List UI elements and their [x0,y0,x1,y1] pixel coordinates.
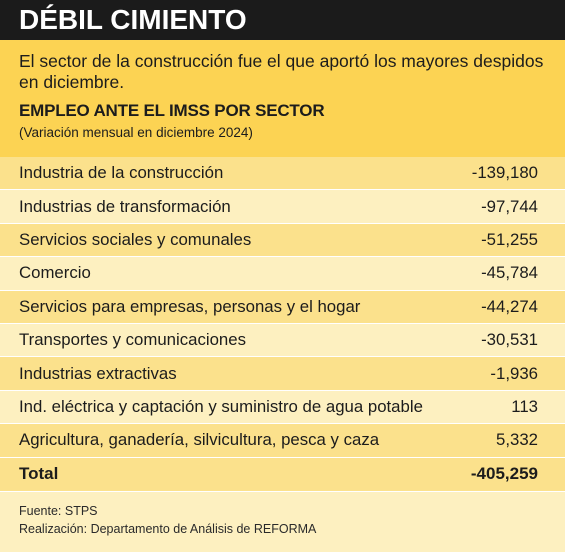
table-row: Industrias de transformación -97,744 [0,190,565,224]
sources: Fuente: STPS Realización: Departamento d… [0,492,565,538]
row-label: Ind. eléctrica y captación y suministro … [19,396,423,416]
data-table: Industria de la construcción -139,180 Indu… [0,157,565,492]
row-label: Servicios para empresas, personas y el h… [19,296,361,316]
row-label: Industria de la construcción [19,163,224,183]
row-value: -139,180 [471,163,538,183]
row-label: Industrias extractivas [19,363,177,383]
title-bar: DÉBIL CIMIENTO [0,0,565,40]
table-row: Servicios para empresas, personas y el h… [0,290,565,324]
table-note: (Variación mensual en diciembre 2024) [19,125,253,140]
row-value: 113 [511,396,538,416]
row-label: Industrias de transformación [19,196,231,216]
table-row: Industrias extractivas -1,936 [0,357,565,391]
table-row: Servicios sociales y comunales -51,255 [0,223,565,258]
row-label: Comercio [19,263,91,283]
table-row: Comercio -45,784 [0,257,565,291]
total-value: -405,259 [470,464,538,484]
table-row: Transportes y comunicaciones -30,531 [0,323,565,358]
row-value: 5,332 [496,430,538,450]
table-row-total: Total -405,259 [0,457,565,492]
row-value: -30,531 [481,330,538,350]
table-row: Agricultura, ganadería, silvicultura, pe… [0,424,565,458]
total-label: Total [19,464,59,484]
source-note: Fuente: STPS [19,503,98,518]
table-title: EMPLEO ANTE EL IMSS POR SECTOR [19,101,325,120]
row-value: -97,744 [481,196,538,216]
row-label: Transportes y comunicaciones [19,330,246,350]
infographic-title: DÉBIL CIMIENTO [19,4,247,35]
row-value: -45,784 [481,263,538,283]
subtitle: El sector de la construcción fue el que … [19,51,544,92]
row-value: -44,274 [481,296,538,316]
row-value: -51,255 [481,229,538,249]
row-label: Servicios sociales y comunales [19,229,252,249]
credit-note: Realización: Departamento de Análisis de… [19,521,317,536]
intro-section: El sector de la construcción fue el que … [0,40,565,157]
row-label: Agricultura, ganadería, silvicultura, pe… [19,430,380,450]
row-value: -1,936 [490,363,538,383]
table-row: Ind. eléctrica y captación y suministro … [0,390,565,425]
table-row: Industria de la construcción -139,180 [0,157,565,191]
